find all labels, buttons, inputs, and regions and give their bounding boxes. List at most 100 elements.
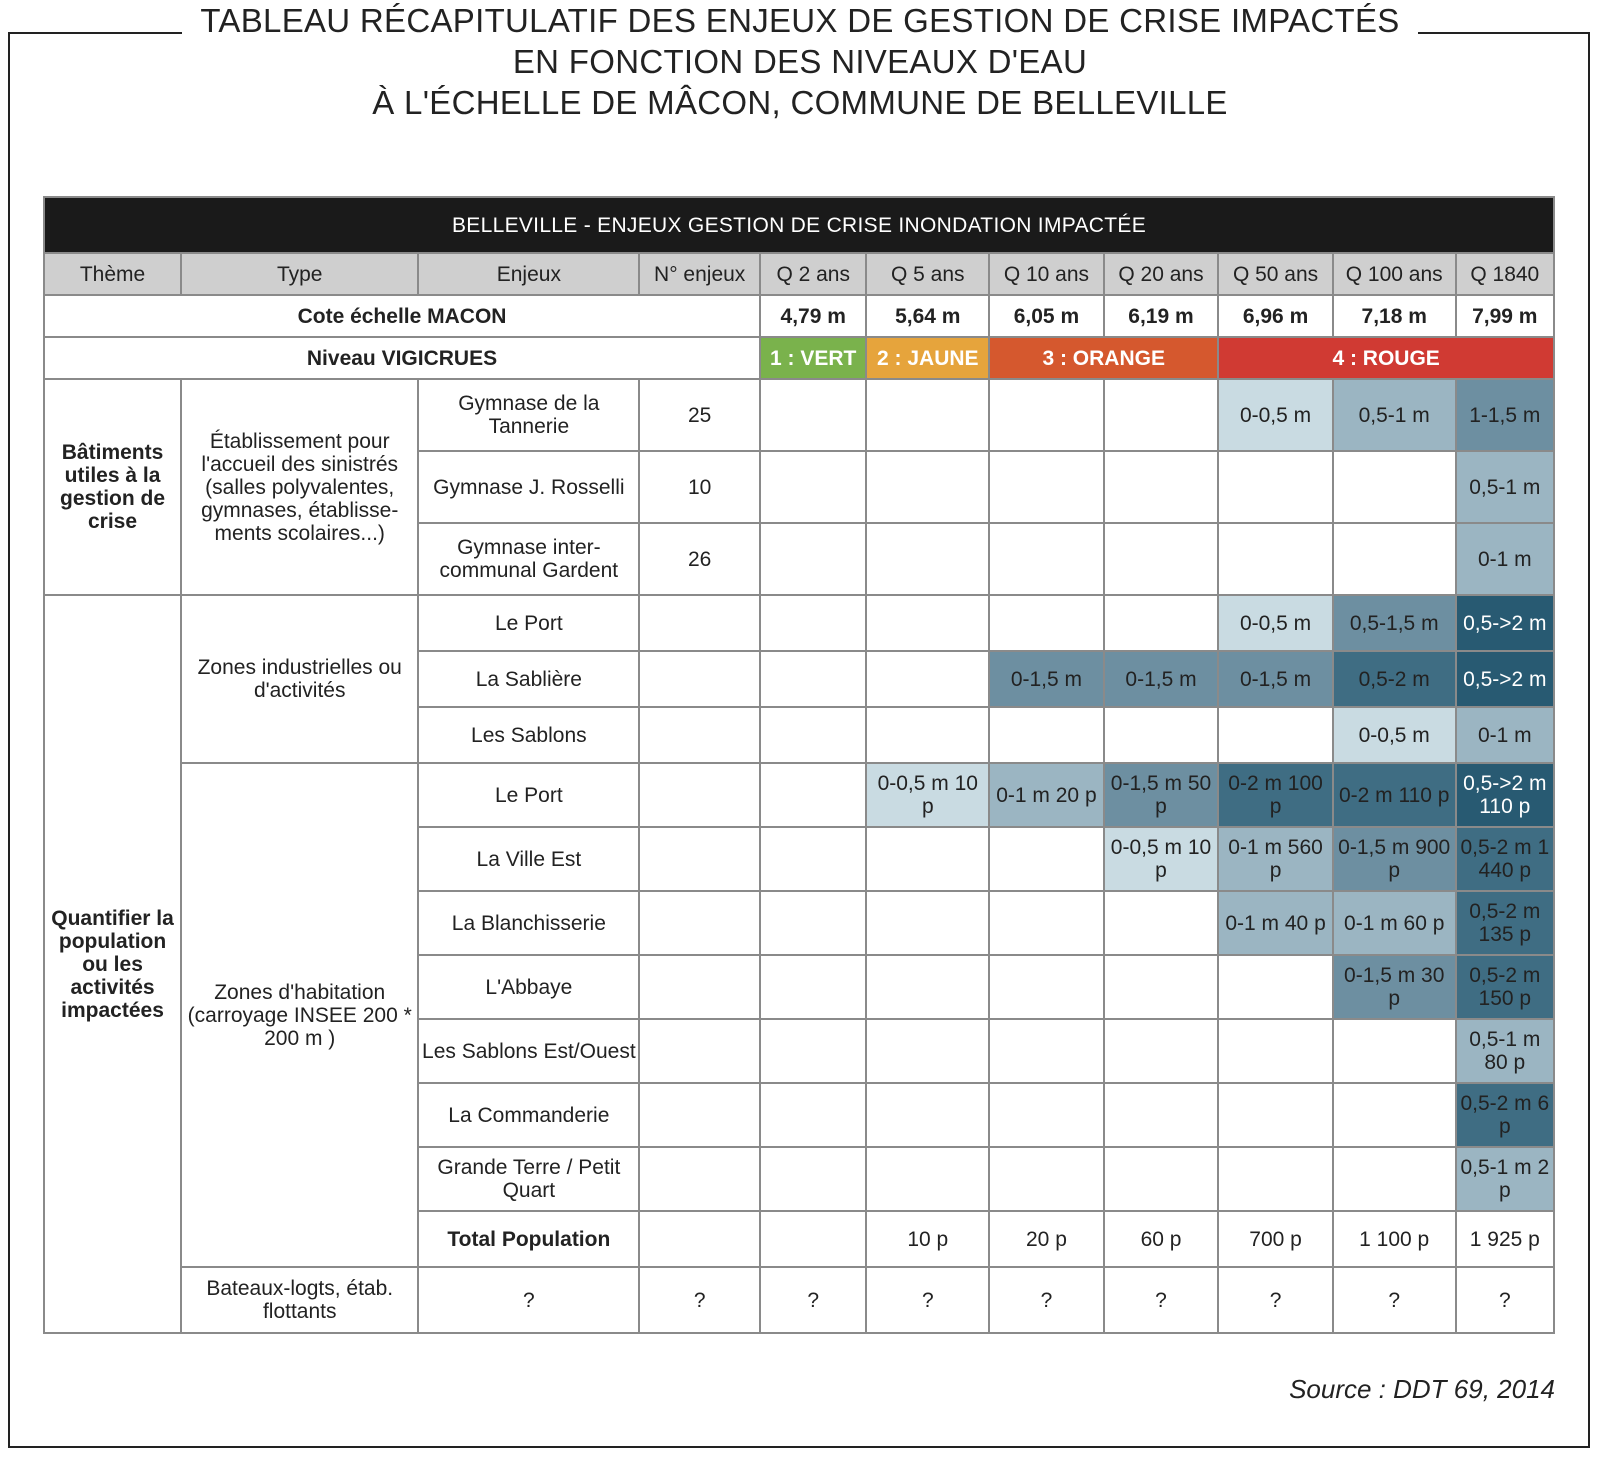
crisis-table: BELLEVILLE - ENJEUX GESTION DE CRISE INO… [42, 196, 1556, 1334]
value-cell [759, 1146, 868, 1212]
enjeu-number [638, 706, 762, 764]
value-cell: 0,5-2 m [1331, 650, 1457, 708]
enjeu-number [638, 650, 762, 708]
value-cell [865, 1082, 991, 1148]
total-value: 20 p [988, 1210, 1105, 1268]
value-cell [759, 378, 868, 452]
enjeu-cell: ? [417, 1266, 641, 1334]
column-header: Q 10 ans [988, 252, 1105, 296]
enjeu-cell: Les Sablons [417, 706, 641, 764]
column-header: Q 1840 [1454, 252, 1556, 296]
value-cell [1217, 706, 1334, 764]
value-cell [865, 650, 991, 708]
value-cell [1331, 522, 1457, 596]
cote-value: 6,19 m [1102, 294, 1220, 338]
type-cell: Bateaux-logts, étab. flottants [180, 1266, 420, 1334]
value-cell [865, 706, 991, 764]
value-cell: 0,5-2 m 135 p [1454, 890, 1556, 956]
total-value: 1 100 p [1331, 1210, 1457, 1268]
enjeu-cell: La Sablière [417, 650, 641, 708]
value-cell: 0-1,5 m 30 p [1331, 954, 1457, 1020]
value-cell: 0-1,5 m 900 p [1331, 826, 1457, 892]
column-header: Type [180, 252, 420, 296]
enjeu-cell: Gymnase J. Rosselli [417, 450, 641, 524]
table-banner-row: BELLEVILLE - ENJEUX GESTION DE CRISE INO… [43, 196, 1555, 254]
total-value: 1 925 p [1454, 1210, 1556, 1268]
cote-value: 7,18 m [1331, 294, 1457, 338]
value-cell: 0,5-1 m 2 p [1454, 1146, 1556, 1212]
source-note: Source : DDT 69, 2014 [1289, 1374, 1555, 1404]
table-row: Quantifier la population ou les activité… [42, 594, 1556, 1334]
value-cell: 0,5-2 m 1 440 p [1454, 826, 1556, 892]
value-cell: 0-0,5 m [1217, 594, 1334, 652]
table-row: Gymnase inter-communal Gardent 26 0-1 m [44, 522, 1556, 596]
value-cell [865, 890, 991, 956]
column-header: Enjeux [417, 252, 641, 296]
value-cell [1102, 706, 1220, 764]
theme-cell: Quantifier la population ou les activité… [42, 594, 183, 1334]
value-cell: 0-2 m 100 p [1217, 762, 1334, 828]
table-row: Grande Terre / Petit Quart 0,5-1 m 2 p [44, 1146, 1556, 1212]
value-cell [988, 450, 1105, 524]
title-line: À L'ÉCHELLE DE MÂCON, COMMUNE DE BELLEVI… [372, 84, 1228, 121]
value-cell: 1-1,5 m [1454, 378, 1556, 452]
value-cell [988, 522, 1105, 596]
value-cell: ? [1217, 1266, 1334, 1334]
value-cell [1217, 1082, 1334, 1148]
value-cell: ? [759, 1266, 868, 1334]
value-cell [865, 450, 991, 524]
enjeu-cell: Gymnase de la Tannerie [417, 378, 641, 452]
value-cell [1217, 522, 1334, 596]
column-header: Q 5 ans [865, 252, 991, 296]
value-cell: 0-0,5 m 10 p [865, 762, 991, 828]
table-banner: BELLEVILLE - ENJEUX GESTION DE CRISE INO… [43, 196, 1555, 254]
total-value: 700 p [1217, 1210, 1334, 1268]
value-cell: 0,5-2 m 150 p [1454, 954, 1556, 1020]
enjeu-cell: Les Sablons Est/Ouest [417, 1018, 641, 1084]
value-cell: 0,5-2 m 6 p [1454, 1082, 1556, 1148]
value-cell [1331, 450, 1457, 524]
value-cell [865, 522, 991, 596]
type-cell: Zones d'habitation (carroyage INSEE 200 … [180, 762, 420, 1268]
value-cell [1331, 1082, 1457, 1148]
value-cell [1102, 954, 1220, 1020]
table-row: La Blanchisserie 0-1 m 40 p 0-1 m 60 p 0,5-… [44, 890, 1556, 956]
value-cell [988, 954, 1105, 1020]
column-header: Q 2 ans [759, 252, 868, 296]
value-cell: 0-0,5 m 10 p [1102, 826, 1220, 892]
value-cell [759, 594, 868, 652]
value-cell: 0-1 m 560 p [1217, 826, 1334, 892]
total-value: 10 p [865, 1210, 991, 1268]
value-cell [759, 890, 868, 956]
enjeu-number [638, 1146, 762, 1212]
value-cell: 0,5-1,5 m [1331, 594, 1457, 652]
value-cell: ? [1331, 1266, 1457, 1334]
enjeu-cell: Grande Terre / Petit Quart [417, 1146, 641, 1212]
value-cell: 0-1,5 m [1102, 650, 1220, 708]
value-cell [988, 1082, 1105, 1148]
value-cell [1217, 1018, 1334, 1084]
value-cell [865, 1146, 991, 1212]
total-label: Total Population [417, 1210, 641, 1268]
value-cell: 0-1 m 20 p [988, 762, 1105, 828]
value-cell: 0,5->2 m [1454, 594, 1556, 652]
column-header: Q 20 ans [1102, 252, 1220, 296]
enjeu-number [638, 826, 762, 892]
total-value: 60 p [1102, 1210, 1220, 1268]
cote-value: 7,99 m [1454, 294, 1556, 338]
value-cell [1102, 890, 1220, 956]
enjeu-number: 25 [638, 378, 762, 452]
enjeu-number: ? [638, 1266, 762, 1334]
value-cell [759, 1082, 868, 1148]
value-cell [1102, 522, 1220, 596]
value-cell [1102, 594, 1220, 652]
value-cell [865, 378, 991, 452]
value-cell [988, 594, 1105, 652]
header-row: Thème Type Enjeux N° enjeux Q 2 ans Q 5 ans Q … [42, 252, 1556, 296]
enjeu-cell: Le Port [417, 594, 641, 652]
value-cell: ? [1454, 1266, 1556, 1334]
vigicrues-level: 3 : ORANGE [988, 336, 1220, 380]
value-cell: 0-0,5 m [1331, 706, 1457, 764]
enjeu-number [638, 1210, 762, 1268]
